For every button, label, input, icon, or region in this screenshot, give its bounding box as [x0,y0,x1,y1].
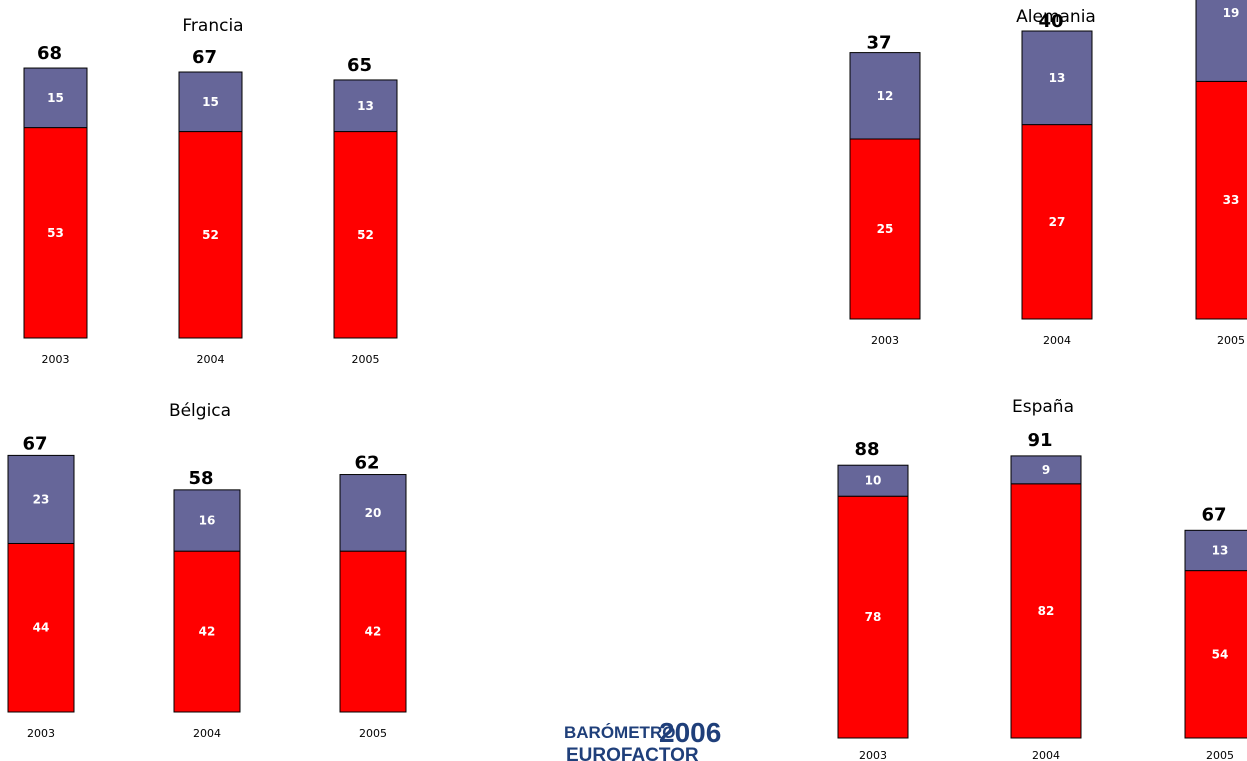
data-label-top: 16 [199,514,216,528]
bar-segment-top [339,474,407,552]
chart-title-alemania: Alemania [1016,7,1096,27]
data-label-top: 23 [33,492,50,506]
bar-segment-top [7,454,75,544]
data-label-bottom: 25 [877,222,894,236]
bar-segment-top [173,489,241,552]
year-tick-label: 2004 [1043,334,1071,347]
year-tick-label: 2005 [1217,334,1245,347]
year-tick-label: 2003 [859,749,887,761]
year-tick-label: 2003 [27,727,55,740]
bar-segment-top [1184,529,1247,572]
total-label: 91 [1027,430,1052,451]
chart-title-francia: Francia [182,16,243,36]
chart-francia: Francia 53 15 68 2003 52 15 67 2004 52 13 65 2005 [23,16,398,366]
eurofactor-logo: BARÓMETRO 2006 EUROFACTOR [564,717,721,761]
total-label: 67 [192,47,217,68]
year-tick-label: 2005 [1206,749,1234,761]
total-label: 67 [22,433,47,454]
data-label-top: 12 [877,89,894,103]
year-tick-label: 2003 [42,353,70,366]
bar-segment-top [178,71,243,133]
bar-segment-bottom [333,131,398,339]
data-label-bottom: 82 [1038,604,1055,618]
chart-title-espana: España [1012,397,1074,417]
bar-segment-top [333,79,398,133]
bar-segment-bottom [173,550,241,713]
data-label-bottom: 42 [199,625,216,639]
bar-segment-top [1195,0,1247,82]
bar-segment-bottom [837,495,909,739]
bar-segment-bottom [7,542,75,713]
logo-text-barometro: BARÓMETRO [564,723,675,742]
data-label-bottom: 78 [865,610,882,624]
year-tick-label: 2004 [1032,749,1060,761]
bar-segment-bottom [1184,570,1247,739]
data-label-top: 13 [1212,543,1229,557]
total-label: 67 [1201,504,1226,525]
bar-segment-bottom [1010,483,1082,739]
data-label-bottom: 53 [47,226,64,240]
chart-title-belgica: Bélgica [169,401,231,421]
data-label-top: 13 [357,99,374,113]
data-label-bottom: 42 [365,625,382,639]
data-label-bottom: 52 [202,228,219,242]
year-tick-label: 2003 [871,334,899,347]
year-tick-label: 2004 [193,727,221,740]
bar-segment-bottom [1195,80,1247,320]
data-label-top: 19 [1223,6,1240,20]
total-label: 62 [354,453,379,474]
data-label-top: 15 [202,95,219,109]
bar-segment-bottom [23,127,88,339]
chart-alemania: Alemania 251237200327134020043319522005 [849,0,1247,347]
bar-segment-bottom [1021,124,1093,320]
data-label-bottom: 27 [1049,215,1066,229]
bar-segment-bottom [339,550,407,713]
data-label-top: 15 [47,91,64,105]
year-tick-label: 2004 [197,353,225,366]
data-label-top: 10 [865,474,882,488]
total-label: 37 [866,33,891,54]
year-tick-label: 2005 [352,353,380,366]
data-label-top: 20 [365,506,382,520]
total-label: 88 [854,439,879,460]
data-label-bottom: 33 [1223,193,1240,207]
logo-text-year: 2006 [659,717,721,748]
data-label-top: 13 [1049,71,1066,85]
total-label: 40 [1038,11,1063,32]
bar-segment-top [23,67,88,129]
total-label: 65 [347,55,372,76]
data-label-bottom: 44 [33,621,50,635]
total-label: 68 [37,43,62,64]
chart-belgica: Bélgica 44 23 67 2003 42 16 58 2004 42 20 62 2005 [7,401,407,740]
bar-segment-top [1010,455,1082,485]
bar-segment-bottom [849,138,921,320]
data-label-bottom: 54 [1212,647,1229,661]
chart-espana: España 78 10 88 2003 82 9 91 2004 54 13 67 2005 [837,397,1247,761]
year-tick-label: 2005 [359,727,387,740]
logo-text-eurofactor: EUROFACTOR [566,745,699,761]
bar-segment-top [1021,30,1093,126]
bar-segment-top [849,52,921,140]
total-label: 58 [188,468,213,489]
data-label-top: 9 [1042,463,1050,477]
bar-segment-top [837,464,909,497]
data-label-bottom: 52 [357,228,374,242]
